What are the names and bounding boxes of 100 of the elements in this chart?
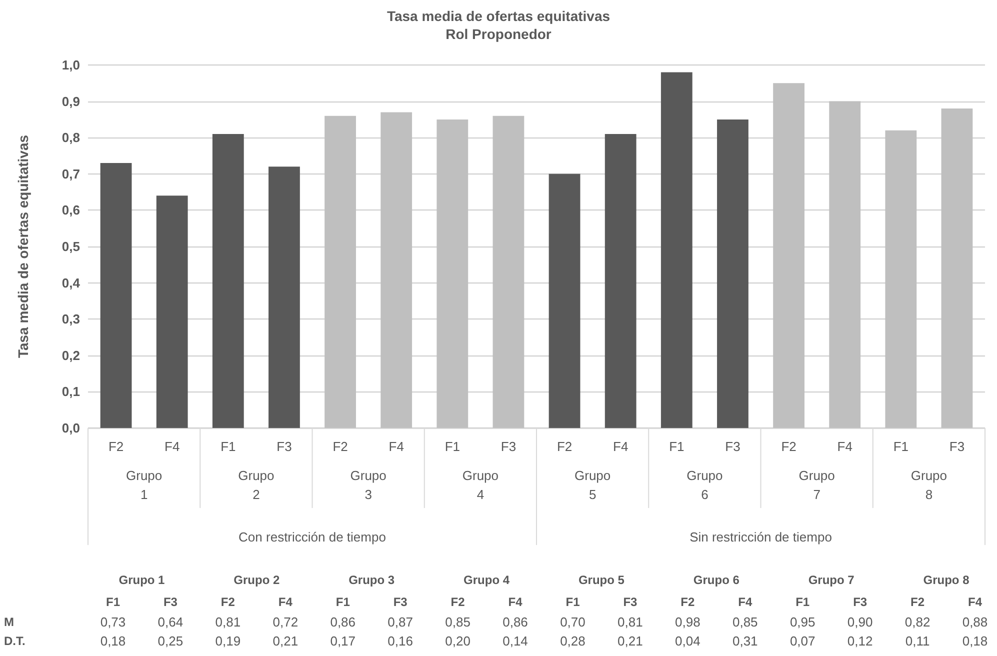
- bar: [436, 119, 468, 428]
- text: Sin restricción de tiempo: [690, 530, 832, 544]
- text: Grupo 8: [910, 468, 948, 502]
- bar: [885, 130, 917, 428]
- bar: [717, 119, 748, 428]
- bar: [492, 116, 524, 428]
- text: F1: [566, 595, 580, 609]
- text: Grupo 2: [234, 573, 280, 587]
- data-label: 0,81: [215, 614, 241, 630]
- text: 0,07: [790, 634, 816, 648]
- text: 0,20: [445, 634, 470, 648]
- data-label: 0,82: [904, 614, 930, 630]
- text: 0,18: [962, 634, 988, 648]
- x-tick-label: F3: [949, 439, 965, 454]
- x-tick-label: F4: [613, 439, 628, 454]
- data-label: 0,70: [560, 614, 586, 630]
- text: F1: [796, 595, 810, 609]
- x-tick-label: F2: [781, 439, 796, 454]
- text: F3: [163, 595, 178, 609]
- bar: [829, 101, 861, 428]
- text: F1: [336, 595, 350, 609]
- text: F1: [106, 595, 120, 609]
- bar: [773, 83, 804, 428]
- bar: [941, 108, 973, 428]
- text: Grupo 5: [578, 573, 625, 587]
- text: D.T.: [4, 634, 26, 648]
- text: 0,19: [215, 634, 241, 648]
- text: 0,11: [905, 634, 930, 648]
- data-label: 0,88: [962, 614, 988, 630]
- data-label: 0,95: [790, 614, 816, 630]
- bar: [604, 134, 636, 428]
- x-tick-label: F4: [164, 439, 180, 454]
- text: 0,21: [618, 634, 643, 648]
- data-label: 0,86: [502, 614, 528, 630]
- x-tick-label: F3: [500, 439, 516, 454]
- y-tick-label: 0,3: [62, 312, 80, 327]
- x-tick-label: F3: [276, 439, 292, 454]
- y-tick-label: 0,5: [62, 239, 80, 254]
- chart-subtitle: Rol Proponedor: [446, 26, 552, 42]
- text: 0,16: [388, 634, 413, 648]
- bar: [156, 196, 188, 428]
- y-tick-label: 0,4: [62, 275, 81, 290]
- text: F4: [968, 595, 982, 609]
- x-tick-label: F1: [444, 439, 460, 454]
- text: Grupo 1: [126, 468, 162, 502]
- text: 0,14: [502, 634, 528, 648]
- text: Grupo 6: [686, 468, 723, 502]
- text: Grupo 6: [693, 573, 740, 587]
- text: Con restricción de tiempo: [238, 530, 386, 544]
- text: F2: [220, 595, 236, 609]
- text: M: [4, 615, 14, 629]
- text: F2: [680, 595, 695, 609]
- text: 0,04: [675, 634, 700, 648]
- text: F3: [853, 595, 868, 609]
- data-label: 0,72: [272, 614, 298, 630]
- text: 0,25: [158, 634, 184, 648]
- bar: [268, 166, 300, 428]
- y-tick-label: 0,8: [62, 130, 80, 146]
- y-axis-title: Tasa media de ofertas equitativas: [15, 134, 31, 358]
- text: Grupo 1: [118, 573, 166, 587]
- text: 0,18: [100, 634, 126, 648]
- y-tick-label: 1,0: [62, 58, 80, 72]
- data-label: 0,98: [675, 614, 700, 630]
- x-tick-label: F2: [556, 439, 572, 454]
- text: F3: [393, 595, 408, 609]
- text: 0,17: [330, 634, 356, 648]
- x-tick-label: F1: [220, 439, 236, 454]
- x-tick-label: F1: [669, 439, 684, 454]
- bar: [660, 72, 692, 428]
- text: Grupo 7: [808, 573, 855, 587]
- data-label: 0,86: [330, 614, 356, 630]
- x-tick-label: F2: [332, 439, 348, 454]
- text: F4: [278, 595, 293, 609]
- text: Grupo 3: [348, 573, 395, 587]
- text: Grupo 3: [350, 468, 386, 502]
- bar: [212, 134, 244, 428]
- data-label: 0,81: [618, 614, 643, 630]
- data-label: 0,90: [847, 614, 873, 630]
- y-tick-label: 0,2: [62, 348, 80, 363]
- text: Grupo 7: [798, 468, 835, 502]
- y-tick-label: 0,7: [62, 166, 80, 182]
- data-label: 0,64: [158, 614, 184, 630]
- text: F2: [910, 595, 925, 609]
- text: Grupo 2: [238, 468, 274, 502]
- bar: [548, 174, 580, 428]
- text: 0,12: [847, 634, 873, 648]
- x-tick-label: F4: [837, 439, 852, 454]
- text: Grupo 4: [462, 468, 499, 502]
- text: 0,21: [272, 634, 298, 648]
- text: F2: [450, 595, 466, 609]
- y-tick-label: 0,6: [62, 202, 80, 218]
- data-label: 0,87: [388, 614, 413, 630]
- x-tick-label: F4: [388, 439, 404, 454]
- data-label: 0,73: [100, 614, 126, 630]
- text: F4: [508, 595, 523, 609]
- y-tick-label: 0,0: [62, 420, 80, 436]
- x-tick-label: F3: [725, 439, 740, 454]
- text: F3: [623, 595, 638, 609]
- text: 0,31: [732, 634, 758, 648]
- x-tick-label: F2: [108, 439, 124, 454]
